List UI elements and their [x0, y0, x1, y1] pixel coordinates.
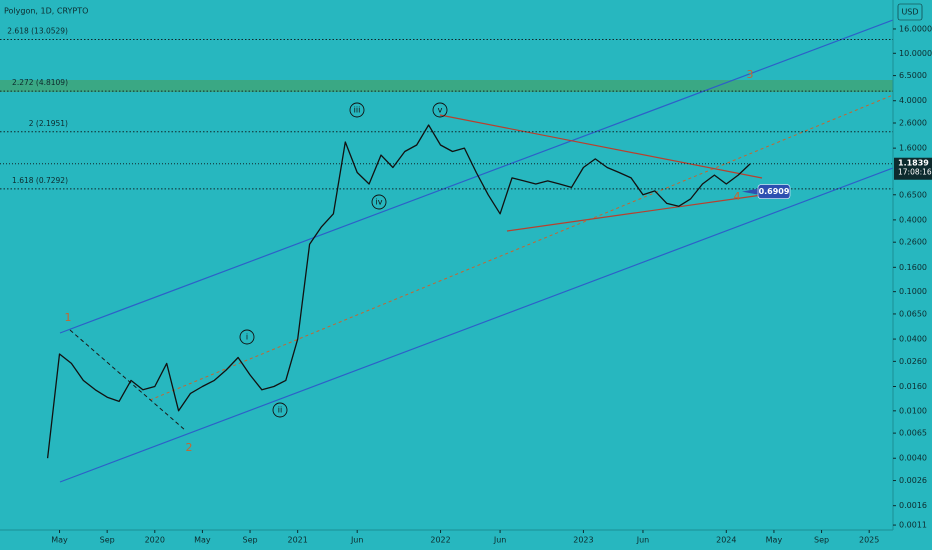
price-series	[46, 124, 751, 459]
y-tick-label: 0.0026	[899, 476, 927, 485]
wave-line	[69, 329, 186, 431]
wave-label: 4	[734, 190, 741, 203]
x-tick-label: 2020	[145, 536, 165, 545]
wave-circle	[432, 102, 448, 118]
wave-circle	[272, 402, 288, 418]
wave-label: i	[246, 333, 248, 342]
y-tick-label: 0.1600	[899, 263, 927, 272]
channel-mid	[149, 94, 894, 401]
wave-label: v	[438, 106, 443, 115]
y-tick-label: 4.0000	[899, 96, 927, 105]
triangle-upper	[439, 114, 763, 179]
x-tick-label: Sep	[243, 536, 258, 545]
x-tick-label: 2022	[430, 536, 450, 545]
fib-label: 1.618 (0.7292)	[12, 176, 68, 185]
price-tag: 1.1839	[898, 159, 929, 168]
y-tick-label: 0.6500	[899, 190, 927, 199]
y-tick-label: 0.0016	[899, 501, 927, 510]
x-tick-label: May	[51, 536, 68, 545]
y-tick-label: 0.0100	[899, 406, 927, 415]
marker-tag: 0.6909	[759, 187, 790, 196]
fib-label: 2 (2.1951)	[29, 119, 68, 128]
wave-label: 1	[65, 311, 72, 324]
y-tick-label: 0.0260	[899, 357, 927, 366]
fib-label: 2.618 (13.0529)	[7, 27, 68, 36]
y-tick-label: 0.2600	[899, 238, 927, 247]
currency-box[interactable]	[897, 3, 923, 21]
wave-circle	[371, 194, 387, 210]
x-tick-label: May	[194, 536, 211, 545]
wave-label: 2	[186, 441, 193, 454]
price-tag-box	[894, 157, 932, 180]
y-tick-label: 0.4000	[899, 215, 927, 224]
wave-label: iv	[376, 198, 383, 207]
y-tick-label: 0.0040	[899, 454, 927, 463]
y-tick-label: 0.0011	[899, 521, 927, 530]
x-tick-label: Sep	[100, 536, 115, 545]
price-time: 17:08:16	[898, 168, 932, 177]
x-tick-label: 2025	[859, 536, 879, 545]
x-tick-label: Jun	[493, 536, 507, 545]
y-tick-label: 16.0000	[899, 24, 932, 33]
y-tick-label: 0.0160	[899, 382, 927, 391]
x-tick-label: May	[766, 536, 783, 545]
channel-upper	[59, 19, 894, 334]
x-tick-label: Jun	[636, 536, 650, 545]
wave-label: iii	[354, 106, 361, 115]
currency: USD	[901, 8, 918, 17]
y-tick-label: 2.6000	[899, 119, 927, 128]
y-tick-label: 0.1000	[899, 287, 927, 296]
fib-zone	[0, 80, 893, 92]
marker-arrow	[742, 188, 758, 195]
y-tick-label: 0.0065	[899, 429, 927, 438]
marker-tag-box	[757, 184, 791, 199]
y-tick-label: 1.6000	[899, 144, 927, 153]
y-tick-label: 0.0650	[899, 309, 927, 318]
y-tick-label: 10.0000	[899, 49, 932, 58]
wave-circle	[349, 102, 365, 118]
wave-label: 3	[747, 68, 754, 81]
chart-title: Polygon, 1D, CRYPTO	[4, 7, 88, 16]
wave-label: ii	[278, 406, 282, 415]
channel-lower	[59, 167, 894, 483]
y-tick-label: 6.5000	[899, 71, 927, 80]
x-tick-label: Jun	[350, 536, 364, 545]
y-tick-label: 0.0400	[899, 335, 927, 344]
x-tick-label: 2021	[287, 536, 307, 545]
triangle-lower	[506, 194, 763, 232]
x-tick-label: 2023	[573, 536, 593, 545]
x-tick-label: Sep	[814, 536, 829, 545]
x-tick-label: 2024	[716, 536, 736, 545]
fib-label: 2.272 (4.8109)	[12, 78, 68, 87]
wave-circle	[239, 329, 255, 345]
